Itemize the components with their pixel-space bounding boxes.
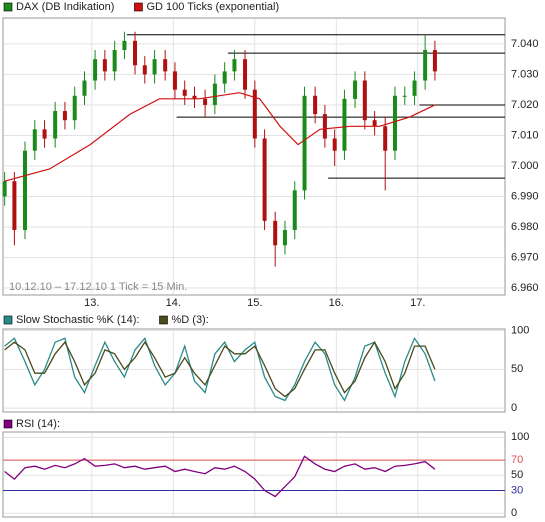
y-tick-label: 100 xyxy=(511,431,529,443)
candle-body xyxy=(163,59,168,72)
candle-body xyxy=(203,98,208,105)
x-tick-label: 14. xyxy=(166,297,181,309)
legend-label: GD 100 Ticks (exponential) xyxy=(146,1,279,13)
y-tick-label: 7.010 xyxy=(511,129,539,141)
panel-frame xyxy=(2,17,506,296)
x-tick-label: 17. xyxy=(410,297,425,309)
candle-body xyxy=(102,59,107,72)
y-tick-label: 30 xyxy=(511,484,523,496)
candle-body xyxy=(142,65,147,75)
y-tick-label: 7.030 xyxy=(511,68,539,80)
candle-body xyxy=(62,111,67,121)
candle-body xyxy=(152,59,157,75)
candle-body xyxy=(32,129,37,151)
y-tick-label: 0 xyxy=(511,402,517,414)
candle-body xyxy=(322,114,327,139)
y-tick-label: 50 xyxy=(511,363,523,375)
candle-body xyxy=(412,80,417,96)
candle-body xyxy=(392,95,397,151)
y-tick-label: 6.970 xyxy=(511,251,539,263)
candle-body xyxy=(262,138,267,221)
candle-body xyxy=(222,71,227,84)
candle-body xyxy=(122,40,127,51)
y-tick-label: 7.040 xyxy=(511,38,539,50)
y-tick-label: 7.000 xyxy=(511,160,539,172)
y-tick-label: 7.020 xyxy=(511,99,539,111)
candle-body xyxy=(232,59,237,72)
candle-body xyxy=(372,120,377,127)
candle-body xyxy=(112,50,117,72)
series-line xyxy=(4,340,436,398)
y-tick-label: 6.980 xyxy=(511,221,539,233)
legend-label: RSI (14): xyxy=(16,418,60,430)
y-tick-label: 0 xyxy=(511,507,517,519)
candle-body xyxy=(93,59,98,81)
legend-swatch xyxy=(159,315,168,325)
x-tick-label: 16. xyxy=(329,297,344,309)
legend-swatch xyxy=(134,2,143,12)
legend-label: %D (3): xyxy=(172,314,209,326)
candle-body xyxy=(383,126,388,151)
panel-frame xyxy=(2,431,506,518)
x-tick-label: 13. xyxy=(84,297,99,309)
candle-body xyxy=(12,181,17,231)
annotation: 10.12.10 – 17.12.10 1 Tick = 15 Min. xyxy=(9,281,187,293)
moving-average-line xyxy=(4,92,436,182)
candle-body xyxy=(342,98,347,151)
candle-body xyxy=(2,181,7,197)
y-tick-label: 6.990 xyxy=(511,190,539,202)
candle-body xyxy=(192,95,197,99)
candle-body xyxy=(313,95,318,115)
candle-body xyxy=(332,138,337,151)
candle-body xyxy=(362,80,367,121)
candle-body xyxy=(182,89,187,96)
candle-body xyxy=(212,83,217,105)
series-line xyxy=(4,455,436,498)
y-tick-label: 6.960 xyxy=(511,282,539,294)
candle-body xyxy=(42,129,47,139)
y-tick-label: 70 xyxy=(511,454,523,466)
y-tick-label: 100 xyxy=(511,324,529,336)
legend-swatch xyxy=(3,315,13,325)
candle-body xyxy=(252,89,257,139)
candle-body xyxy=(23,150,28,231)
series-line xyxy=(4,336,436,402)
candle-body xyxy=(82,80,87,96)
legend-label: Slow Stochastic %K (14): xyxy=(16,314,140,326)
candle-body xyxy=(72,95,77,121)
candle-body xyxy=(273,220,278,246)
legend-swatch xyxy=(3,2,13,12)
candle-body xyxy=(302,95,307,191)
candle-body xyxy=(133,40,138,66)
candle-body xyxy=(172,71,177,90)
candle-body xyxy=(243,59,248,90)
legend-swatch xyxy=(3,419,13,429)
candle-body xyxy=(292,190,297,231)
x-tick-label: 15. xyxy=(247,297,262,309)
legend-label: DAX (DB Indikation) xyxy=(16,1,114,13)
candle-body xyxy=(423,50,428,81)
candle-body xyxy=(432,50,437,72)
candle-body xyxy=(402,95,407,97)
candle-body xyxy=(282,230,287,246)
candle-body xyxy=(353,80,358,99)
y-tick-label: 50 xyxy=(511,469,523,481)
candle-body xyxy=(53,111,58,139)
